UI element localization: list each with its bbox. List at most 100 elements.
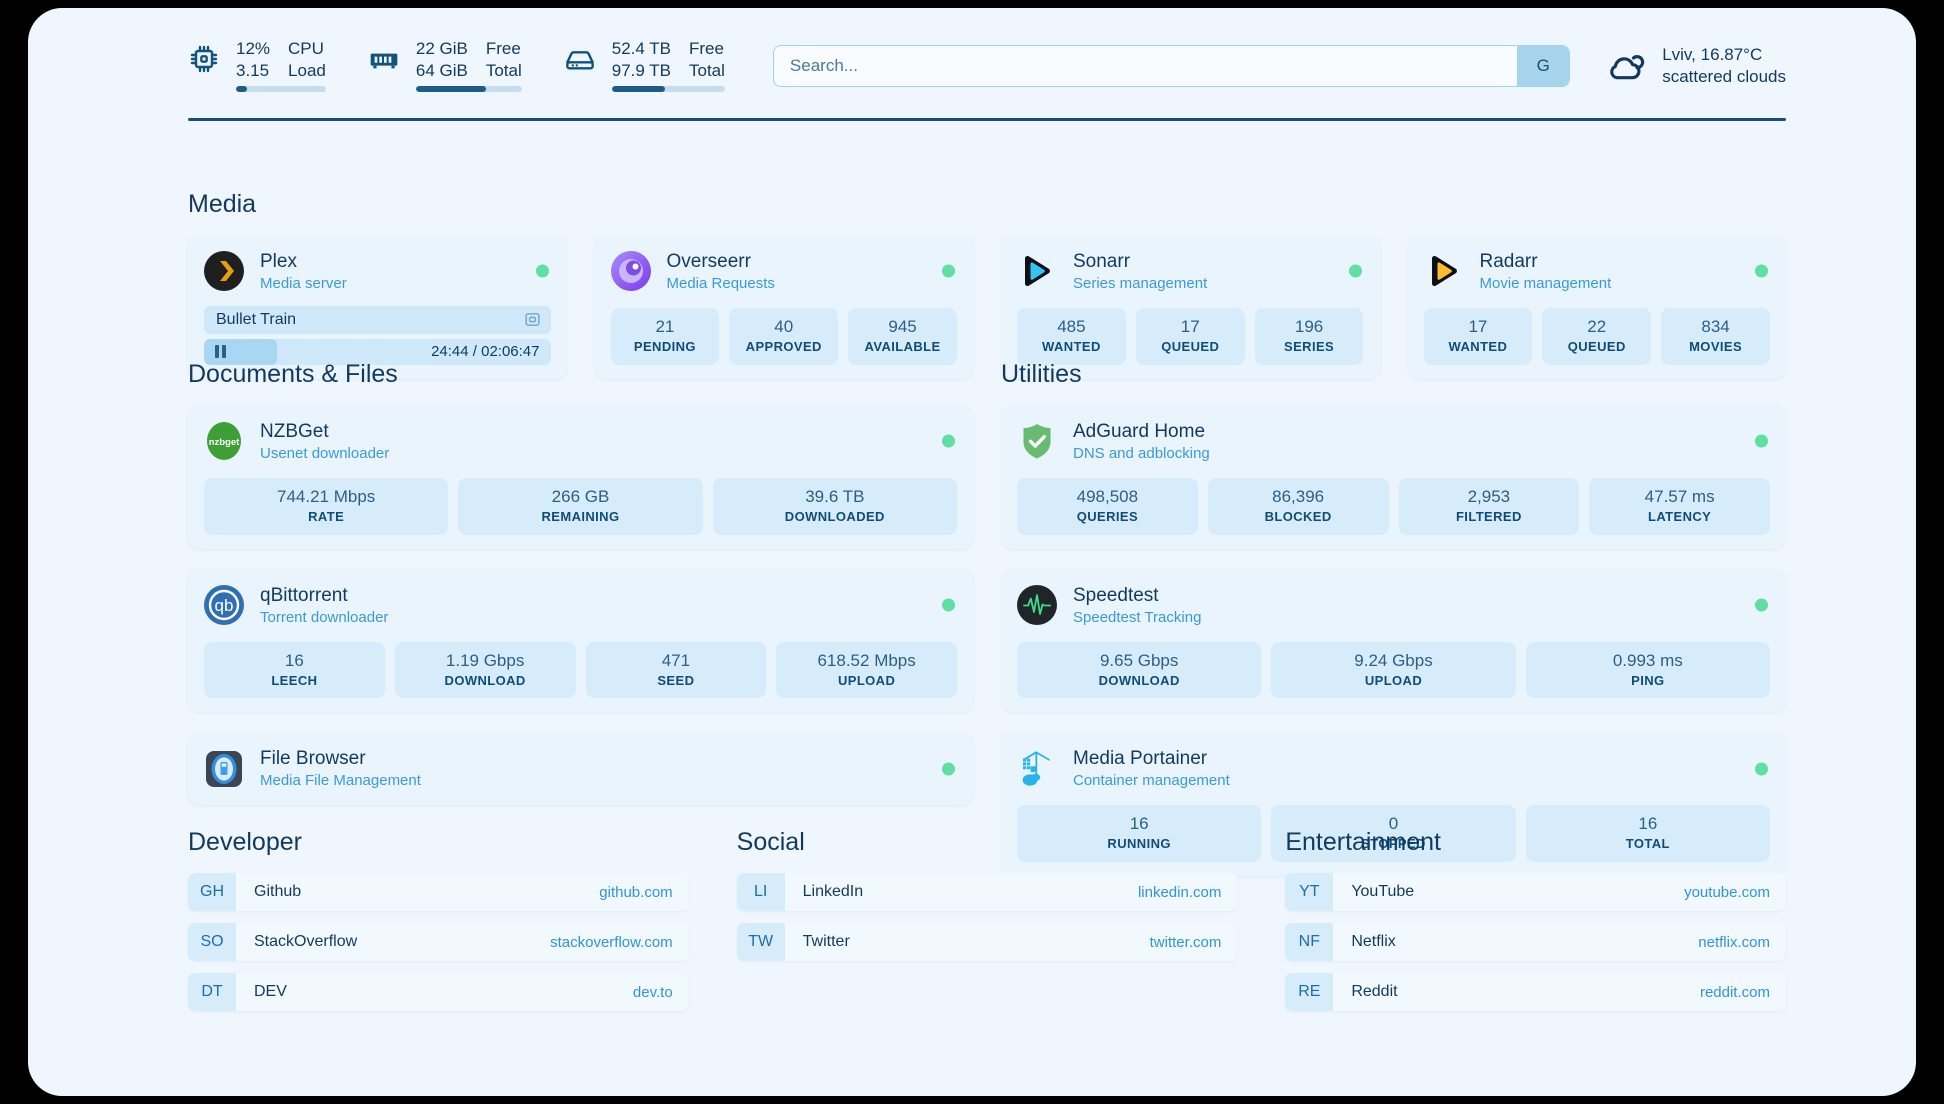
app-card-media-portainer[interactable]: Media Portainer Container management 16 RUN…	[1001, 732, 1786, 876]
stat-tile[interactable]: 744.21 Mbps RATE	[204, 477, 449, 535]
resource-memory[interactable]: 22 GiB 64 GiB Free Total	[368, 38, 522, 94]
stat-tile[interactable]: 0.993 ms PING	[1525, 641, 1770, 699]
resource-value-primary: 12%	[236, 39, 271, 59]
card-header[interactable]: Media Portainer Container management	[1017, 746, 1770, 791]
app-card-overseerr[interactable]: Overseerr Media Requests 21 PENDING 40 APPROV…	[594, 235, 973, 379]
now-playing-title-bar[interactable]: Bullet Train	[204, 305, 551, 334]
stat-value: 2,953	[1467, 486, 1511, 506]
resource-usage-bar	[611, 85, 725, 92]
stat-tile[interactable]: 196 SERIES	[1254, 307, 1364, 365]
stat-tile[interactable]: 1.19 Gbps DOWNLOAD	[394, 641, 576, 699]
card-header[interactable]: Overseerr Media Requests	[610, 249, 958, 294]
resource-label-secondary: Total	[485, 61, 522, 80]
stat-value: 9.65 Gbps	[1099, 650, 1179, 670]
search-input[interactable]	[773, 46, 1518, 86]
bookmark-item[interactable]: GH Github github.com	[188, 873, 689, 911]
card-header[interactable]: Plex Media server	[204, 249, 551, 294]
stat-tile[interactable]: 40 APPROVED	[729, 307, 839, 365]
card-header[interactable]: Sonarr Series management	[1017, 249, 1364, 294]
stat-tile[interactable]: 16 LEECH	[204, 641, 385, 699]
stat-label: QUEUED	[1161, 339, 1220, 355]
weather-widget[interactable]: Lviv, 16.87°C scattered clouds	[1606, 44, 1786, 88]
stat-value: 17	[1180, 316, 1200, 336]
section-media: Media Plex Media server Bullet Train 24:44 …	[188, 190, 1786, 379]
card-header[interactable]: qb qBittorrent Torrent downloader	[204, 583, 957, 628]
stat-tile[interactable]: 834 MOVIES	[1661, 307, 1770, 365]
app-subtitle: Series management	[1073, 275, 1208, 293]
app-subtitle: Speedtest Tracking	[1073, 608, 1202, 626]
stat-tile[interactable]: 17 QUEUED	[1135, 307, 1245, 365]
stat-tile[interactable]: 0 STOPPED	[1271, 805, 1516, 862]
stat-value: 22	[1587, 316, 1607, 336]
nzbget-icon: nzbget	[204, 421, 244, 461]
card-header[interactable]: Radarr Movie management	[1424, 249, 1771, 294]
bookmark-url: reddit.com	[1699, 983, 1770, 1001]
stat-tile[interactable]: 471 SEED	[585, 641, 767, 699]
bookmark-item[interactable]: LI LinkedIn linkedin.com	[736, 873, 1238, 911]
app-card-qbittorrent[interactable]: qb qBittorrent Torrent downloader 16 LEECH 1.…	[188, 568, 973, 713]
app-card-adguard-home[interactable]: AdGuard Home DNS and adblocking 498,508 QUE…	[1001, 405, 1786, 549]
bookmark-item[interactable]: YT YouTube youtube.com	[1285, 873, 1786, 911]
app-card-plex[interactable]: Plex Media server Bullet Train 24:44 / 02:0…	[188, 235, 567, 379]
card-header[interactable]: nzbget NZBGet Usenet downloader	[204, 419, 957, 464]
card-header[interactable]: File Browser Media File Management	[204, 746, 957, 791]
resource-disk[interactable]: 52.4 TB 97.9 TB Free Total	[564, 38, 725, 94]
stat-tile[interactable]: 498,508 QUERIES	[1017, 477, 1198, 535]
card-header[interactable]: Speedtest Speedtest Tracking	[1017, 583, 1770, 628]
resource-value-primary: 52.4 TB	[611, 39, 671, 59]
stat-tile[interactable]: 39.6 TB DOWNLOADED	[712, 477, 957, 535]
stat-tile[interactable]: 86,396 BLOCKED	[1207, 477, 1389, 535]
search-bar[interactable]: G	[772, 45, 1571, 87]
resource-cpu[interactable]: 12% 3.15 CPU Load	[188, 38, 326, 94]
app-card-nzbget[interactable]: nzbget NZBGet Usenet downloader 744.21 Mbps…	[188, 405, 973, 549]
app-card-speedtest[interactable]: Speedtest Speedtest Tracking 9.65 Gbps DOWN…	[1001, 568, 1786, 713]
app-name: NZBGet	[260, 421, 329, 442]
stat-tile[interactable]: 2,953 FILTERED	[1398, 477, 1580, 535]
stat-tile[interactable]: 22 QUEUED	[1542, 307, 1652, 365]
bookmark-badge: SO	[188, 923, 236, 961]
stat-tile[interactable]: 9.24 Gbps UPLOAD	[1271, 641, 1516, 699]
stat-row: 485 WANTED 17 QUEUED 196 SERIES	[1017, 307, 1364, 365]
stat-tile[interactable]: 16 TOTAL	[1525, 805, 1770, 862]
stat-tile[interactable]: 9.65 Gbps DOWNLOAD	[1017, 641, 1262, 699]
stat-tile[interactable]: 47.57 ms LATENCY	[1589, 477, 1770, 535]
stat-value: 945	[888, 316, 917, 336]
stat-value: 16	[1129, 814, 1149, 834]
now-playing-progress[interactable]: 24:44 / 02:06:47	[204, 338, 551, 365]
app-card-file-browser[interactable]: File Browser Media File Management	[188, 732, 973, 806]
bookmark-item[interactable]: DT DEV dev.to	[188, 973, 689, 1011]
stat-tile[interactable]: 21 PENDING	[610, 307, 720, 365]
status-dot	[1755, 264, 1768, 278]
stat-tile[interactable]: 266 GB REMAINING	[458, 477, 703, 535]
bookmark-item[interactable]: TW Twitter twitter.com	[736, 923, 1238, 961]
stat-tile[interactable]: 16 RUNNING	[1017, 805, 1262, 862]
stat-tile[interactable]: 618.52 Mbps UPLOAD	[776, 641, 957, 699]
bookmark-list: YT YouTube youtube.com NF Netflix netflix.com…	[1285, 873, 1786, 1011]
stat-label: LATENCY	[1648, 509, 1712, 525]
stat-tile[interactable]: 485 WANTED	[1017, 307, 1126, 365]
stat-tile[interactable]: 17 WANTED	[1423, 307, 1533, 365]
bookmark-item[interactable]: NF Netflix netflix.com	[1285, 923, 1786, 961]
bookmark-badge: GH	[188, 873, 236, 911]
bookmark-name: LinkedIn	[802, 883, 864, 900]
app-subtitle: Usenet downloader	[260, 445, 390, 463]
stat-label: MOVIES	[1689, 339, 1743, 355]
resource-value-primary: 22 GiB	[415, 39, 468, 59]
bookmark-item[interactable]: RE Reddit reddit.com	[1285, 973, 1786, 1011]
bookmark-badge: NF	[1285, 923, 1334, 961]
bookmark-group-title: Social	[736, 828, 805, 856]
stat-label: QUERIES	[1076, 509, 1139, 525]
pause-icon[interactable]	[215, 345, 226, 359]
app-card-radarr[interactable]: Radarr Movie management 17 WANTED 22 QUEUED 83…	[1407, 235, 1786, 379]
search-submit-button[interactable]: G	[1517, 46, 1570, 86]
bookmark-item[interactable]: SO StackOverflow stackoverflow.com	[188, 923, 689, 961]
app-subtitle: Container management	[1073, 772, 1230, 790]
bookmark-name: Reddit	[1351, 983, 1398, 1000]
stat-tile[interactable]: 945 AVAILABLE	[848, 307, 957, 365]
resource-label-secondary: Total	[689, 61, 725, 80]
stat-value: 744.21 Mbps	[277, 486, 376, 506]
card-header[interactable]: AdGuard Home DNS and adblocking	[1017, 419, 1770, 464]
cast-icon[interactable]	[524, 311, 541, 328]
resource-usage-bar	[415, 85, 522, 92]
app-card-sonarr[interactable]: Sonarr Series management 485 WANTED 17 QUEUED…	[1001, 235, 1380, 379]
